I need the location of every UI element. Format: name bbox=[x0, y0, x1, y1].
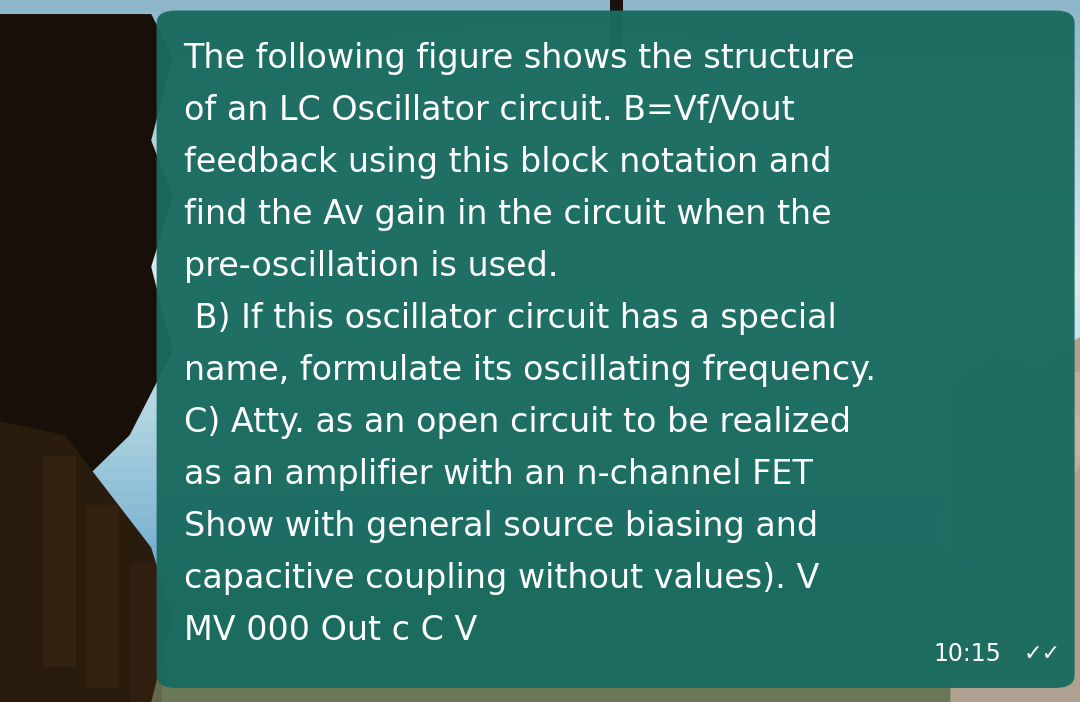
Text: of an LC Oscillator circuit. B=Vf/Vout: of an LC Oscillator circuit. B=Vf/Vout bbox=[184, 94, 794, 127]
Bar bbox=[0, 386, 1080, 398]
Bar bbox=[0, 82, 1080, 93]
Bar bbox=[0, 644, 1080, 655]
Bar bbox=[0, 620, 1080, 632]
Bar bbox=[0, 105, 1080, 117]
Bar bbox=[0, 562, 1080, 574]
Ellipse shape bbox=[221, 77, 599, 204]
Text: feedback using this block notation and: feedback using this block notation and bbox=[184, 146, 832, 179]
Bar bbox=[0, 632, 1080, 644]
Bar bbox=[0, 246, 1080, 258]
Bar bbox=[0, 304, 1080, 316]
Bar bbox=[0, 152, 1080, 164]
Ellipse shape bbox=[994, 428, 1058, 512]
Bar bbox=[0, 409, 1080, 421]
Bar bbox=[0, 93, 1080, 105]
Bar bbox=[0, 47, 1080, 58]
Polygon shape bbox=[950, 337, 1080, 702]
Bar bbox=[0, 679, 1080, 690]
Ellipse shape bbox=[1048, 372, 1080, 456]
Bar bbox=[0, 140, 1080, 152]
Text: as an amplifier with an n-channel FET: as an amplifier with an n-channel FET bbox=[184, 458, 812, 491]
Ellipse shape bbox=[216, 28, 864, 225]
Text: name, formulate its oscillating frequency.: name, formulate its oscillating frequenc… bbox=[184, 354, 876, 387]
Bar bbox=[0, 23, 1080, 35]
Bar bbox=[0, 223, 1080, 234]
Bar bbox=[0, 199, 1080, 211]
Polygon shape bbox=[0, 421, 173, 702]
Text: C) Atty. as an open circuit to be realized: C) Atty. as an open circuit to be realiz… bbox=[184, 406, 851, 439]
Bar bbox=[43, 456, 76, 667]
Bar bbox=[0, 479, 1080, 491]
Bar bbox=[0, 456, 1080, 468]
Bar bbox=[0, 281, 1080, 293]
Bar bbox=[0, 328, 1080, 339]
Bar bbox=[0, 70, 1080, 82]
FancyBboxPatch shape bbox=[157, 11, 1075, 688]
Bar bbox=[0, 363, 1080, 374]
Text: Show with general source biasing and: Show with general source biasing and bbox=[184, 510, 818, 543]
Bar bbox=[0, 258, 1080, 269]
Text: capacitive coupling without values). V: capacitive coupling without values). V bbox=[184, 562, 819, 595]
Bar bbox=[0, 0, 1080, 12]
Bar bbox=[0, 339, 1080, 351]
Bar bbox=[0, 574, 1080, 585]
Bar bbox=[0, 269, 1080, 281]
Bar bbox=[0, 550, 1080, 562]
Bar bbox=[0, 12, 1080, 23]
Bar bbox=[0, 538, 1080, 550]
Bar bbox=[0, 433, 1080, 444]
Bar bbox=[130, 562, 162, 702]
Text: 10:15: 10:15 bbox=[933, 642, 1001, 666]
Bar bbox=[0, 374, 1080, 386]
Bar bbox=[0, 597, 1080, 609]
Bar bbox=[0, 293, 1080, 304]
Ellipse shape bbox=[967, 456, 1031, 541]
Text: find the Av gain in the circuit when the: find the Av gain in the circuit when the bbox=[184, 198, 832, 231]
Text: The following figure shows the structure: The following figure shows the structure bbox=[184, 42, 855, 75]
Bar bbox=[0, 576, 1080, 702]
Bar bbox=[0, 667, 1080, 679]
Ellipse shape bbox=[940, 484, 1004, 569]
Bar bbox=[0, 164, 1080, 176]
Bar bbox=[0, 117, 1080, 128]
Ellipse shape bbox=[1021, 400, 1080, 484]
Text: B) If this oscillator circuit has a special: B) If this oscillator circuit has a spec… bbox=[184, 302, 836, 335]
Bar bbox=[0, 444, 1080, 456]
Bar bbox=[0, 609, 1080, 620]
Bar bbox=[0, 35, 1080, 47]
Bar bbox=[0, 128, 1080, 140]
Text: pre-oscillation is used.: pre-oscillation is used. bbox=[184, 250, 558, 283]
Ellipse shape bbox=[427, 77, 913, 232]
Bar bbox=[0, 421, 1080, 433]
Bar bbox=[0, 515, 1080, 526]
Bar bbox=[0, 503, 1080, 515]
Text: MV 000 Out c C V: MV 000 Out c C V bbox=[184, 614, 477, 647]
Bar bbox=[0, 58, 1080, 70]
Polygon shape bbox=[0, 14, 173, 491]
Bar bbox=[86, 505, 119, 688]
Text: ✓✓: ✓✓ bbox=[1024, 644, 1061, 664]
Bar bbox=[0, 351, 1080, 363]
Bar bbox=[0, 491, 1080, 503]
Bar bbox=[0, 398, 1080, 409]
Bar bbox=[0, 211, 1080, 223]
Bar bbox=[0, 585, 1080, 597]
Bar bbox=[610, 0, 623, 56]
Bar bbox=[0, 526, 1080, 538]
Bar bbox=[0, 690, 1080, 702]
Bar bbox=[0, 187, 1080, 199]
Bar bbox=[0, 468, 1080, 479]
Bar bbox=[0, 316, 1080, 328]
Bar bbox=[0, 655, 1080, 667]
Bar bbox=[0, 176, 1080, 187]
Bar bbox=[0, 234, 1080, 246]
